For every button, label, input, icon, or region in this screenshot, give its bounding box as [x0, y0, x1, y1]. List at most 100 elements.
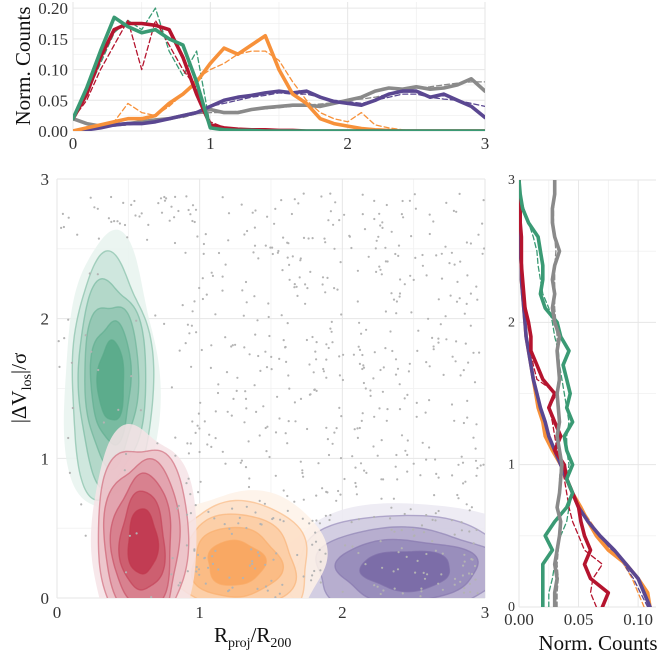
scatter-point — [139, 409, 142, 412]
scatter-point — [204, 582, 207, 585]
scatter-point — [146, 238, 149, 241]
scatter-point — [265, 450, 268, 453]
scatter-point — [203, 557, 206, 560]
scatter-point — [421, 253, 424, 257]
scatter-point — [483, 247, 485, 250]
scatter-point — [196, 235, 199, 238]
scatter-point — [428, 399, 431, 402]
scatter-point — [130, 375, 133, 378]
main-y-tick-label: 2 — [41, 310, 50, 329]
scatter-point — [467, 361, 470, 364]
main-x-tick-label: 1 — [195, 603, 204, 622]
top-y-tick-label: 0.10 — [38, 61, 68, 80]
scatter-point — [194, 504, 197, 507]
scatter-point — [226, 410, 229, 413]
scatter-point — [196, 424, 199, 427]
scatter-point — [358, 348, 362, 351]
scatter-point — [244, 390, 247, 393]
scatter-point — [427, 317, 430, 320]
scatter-point — [286, 494, 289, 498]
scatter-point — [434, 519, 437, 522]
scatter-point — [389, 517, 392, 520]
scatter-point — [62, 225, 65, 229]
scatter-point — [313, 388, 316, 391]
scatter-point — [369, 389, 372, 392]
scatter-point — [321, 283, 324, 286]
scatter-point — [392, 497, 395, 500]
scatter-point — [96, 273, 99, 276]
contour-green-level-5 — [96, 339, 125, 421]
scatter-point — [89, 196, 92, 199]
scatter-point — [278, 592, 281, 595]
scatter-point — [293, 500, 296, 503]
scatter-point — [433, 494, 436, 497]
scatter-point — [246, 229, 249, 233]
scatter-point — [281, 583, 284, 586]
scatter-point — [453, 263, 456, 266]
scatter-point — [267, 315, 270, 319]
scatter-point — [461, 461, 465, 464]
right-red-solid-line — [519, 180, 611, 607]
scatter-point — [293, 283, 296, 286]
scatter-point — [266, 425, 269, 428]
scatter-point — [473, 564, 477, 568]
scatter-point — [170, 386, 173, 389]
scatter-point — [373, 415, 376, 418]
scatter-point — [257, 354, 260, 358]
scatter-point — [470, 572, 473, 576]
scatter-point — [373, 351, 376, 354]
scatter-point — [431, 540, 434, 543]
scatter-point — [419, 474, 422, 477]
scatter-point — [463, 560, 466, 563]
scatter-point — [254, 511, 257, 514]
scatter-point — [372, 377, 375, 380]
scatter-point — [186, 323, 189, 326]
scatter-point — [351, 455, 354, 458]
scatter-point — [422, 571, 425, 575]
scatter-point — [463, 553, 466, 556]
scatter-point — [102, 421, 105, 424]
scatter-point — [314, 350, 317, 353]
scatter-point — [264, 244, 267, 247]
scatter-point — [311, 543, 314, 546]
scatter-point — [299, 259, 302, 262]
scatter-point — [426, 573, 429, 576]
scatter-point — [259, 369, 262, 372]
scatter-point — [468, 530, 471, 533]
scatter-point — [168, 219, 171, 222]
scatter-point — [184, 251, 187, 254]
scatter-point — [376, 454, 379, 457]
scatter-point — [295, 285, 298, 288]
scatter-point — [282, 236, 285, 239]
right-x-tick-label: 0.10 — [623, 610, 653, 629]
scatter-point — [453, 577, 457, 581]
scatter-point — [221, 275, 224, 278]
scatter-point — [472, 351, 475, 354]
scatter-point — [428, 446, 431, 449]
scatter-point — [401, 592, 404, 595]
scatter-point — [434, 549, 437, 552]
y-label-end: |/σ — [7, 353, 31, 374]
y-label-main: |ΔV — [7, 390, 31, 423]
scatter-point — [348, 234, 351, 237]
scatter-point — [227, 212, 231, 215]
scatter-point — [301, 517, 304, 520]
scatter-point — [214, 410, 217, 413]
scatter-point — [230, 532, 233, 536]
scatter-point — [381, 221, 384, 224]
scatter-point — [97, 368, 100, 372]
right-histogram-panel: 0.00 0.05 0.10 0 1 2 3 Norm. Counts — [504, 173, 657, 655]
scatter-point — [240, 459, 243, 462]
scatter-point — [156, 442, 159, 445]
scatter-point — [459, 580, 462, 583]
scatter-point — [379, 540, 382, 543]
scatter-point — [194, 431, 197, 434]
scatter-point — [385, 203, 388, 207]
scatter-point — [403, 397, 406, 400]
scatter-point — [475, 474, 478, 477]
scatter-point — [133, 199, 136, 203]
scatter-point — [338, 219, 341, 222]
scatter-point — [268, 455, 271, 459]
scatter-point — [462, 369, 465, 372]
scatter-point — [440, 573, 443, 576]
